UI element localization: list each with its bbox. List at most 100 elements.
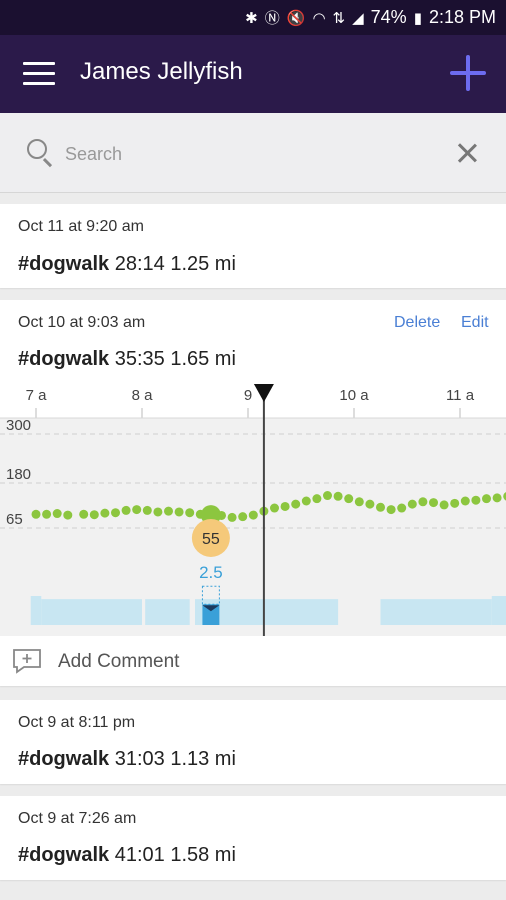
hr-badge (191, 519, 230, 557)
y-tick-label: 300 (6, 417, 31, 434)
entry-distance: 1.25 mi (170, 253, 236, 275)
activity-bar (380, 599, 492, 625)
data-point (227, 512, 237, 522)
activity-bar (491, 596, 506, 625)
entry-distance: 1.58 mi (170, 844, 236, 866)
search-input[interactable] (65, 141, 425, 167)
data-point (79, 509, 89, 519)
nfc-icon: Ⓝ (264, 10, 280, 27)
entry-summary: #dogwalk 41:01 1.58 mi (18, 844, 236, 867)
entry-date: Oct 9 at 8:11 pm (18, 714, 136, 731)
lte-icon: ⇅ (332, 9, 346, 27)
data-point (291, 499, 301, 509)
entry-date: Oct 11 at 9:20 am (18, 218, 144, 235)
y-tick-label: 180 (6, 466, 31, 483)
add-entry-icon[interactable] (450, 55, 486, 91)
x-tick-label: 11 a (446, 387, 475, 404)
data-point (280, 501, 290, 511)
battery-icon: ▮ (413, 9, 422, 27)
entry-date: Oct 10 at 9:03 am (18, 314, 146, 331)
data-point (185, 508, 195, 518)
data-point (42, 509, 52, 519)
data-point (418, 497, 428, 507)
entry-duration: 35:35 (114, 348, 165, 370)
data-point (323, 491, 332, 501)
data-point (460, 496, 470, 506)
highlight-marker-icon (202, 605, 220, 612)
data-point (111, 508, 120, 518)
highlight-bar-outline (201, 585, 220, 605)
add-comment-icon[interactable] (12, 648, 42, 674)
data-point (164, 506, 173, 516)
data-point (312, 494, 322, 504)
cursor-handle-icon (253, 384, 274, 402)
entry-duration: 41:01 (114, 844, 165, 866)
highlight-bar (202, 604, 220, 625)
hamburger-menu-icon[interactable] (23, 62, 55, 86)
wifi-icon: ◠ (312, 9, 326, 27)
data-point (248, 510, 258, 520)
data-point (301, 496, 311, 506)
x-tick-label: 9 (244, 387, 252, 404)
edit-button[interactable]: Edit (461, 314, 489, 331)
data-point (238, 512, 248, 522)
x-tick-label: 8 a (132, 387, 154, 404)
value-label: 2.5 (199, 563, 223, 582)
data-point (439, 500, 449, 510)
entry-distance: 1.13 mi (170, 748, 236, 770)
data-point (407, 499, 417, 509)
entry-summary: #dogwalk 28:14 1.25 mi (18, 253, 236, 276)
hr-badge-label: 55 (202, 531, 220, 548)
activity-bar (145, 599, 190, 625)
data-point (450, 498, 460, 508)
data-point (397, 503, 407, 513)
page-title: James Jellyfish (80, 58, 243, 85)
data-point (153, 507, 163, 517)
bluetooth-icon: ✱ (245, 9, 258, 27)
y-tick-label: 65 (6, 511, 23, 528)
entry-tag[interactable]: #dogwalk (18, 253, 110, 275)
list-item[interactable]: Oct 11 at 9:20 am #dogwalk 28:14 1.25 mi (0, 204, 506, 288)
list-item[interactable]: Oct 9 at 8:11 pm #dogwalk 31:03 1.13 mi (0, 700, 506, 784)
entry-tag[interactable]: #dogwalk (18, 844, 110, 866)
entry-summary: #dogwalk 35:35 1.65 mi (18, 348, 236, 371)
entry-date: Oct 9 at 7:26 am (18, 810, 137, 827)
entry-duration: 31:03 (114, 748, 165, 770)
entry-summary: #dogwalk 31:03 1.13 mi (18, 748, 236, 771)
activity-bar (30, 596, 42, 625)
add-comment-button[interactable]: Add Comment (58, 651, 180, 672)
activity-bar (41, 599, 142, 625)
list-item[interactable]: Oct 9 at 7:26 am #dogwalk 41:01 1.58 mi (0, 796, 506, 880)
x-tick-label: 7 a (26, 387, 48, 404)
data-point (365, 499, 375, 509)
x-tick-label: 10 a (339, 387, 369, 404)
data-point (63, 510, 73, 520)
data-point (174, 507, 184, 517)
data-point (100, 508, 110, 518)
search-bar (0, 113, 506, 193)
data-point (31, 509, 41, 519)
data-point (429, 498, 438, 508)
data-point (132, 505, 142, 515)
entry-tag[interactable]: #dogwalk (18, 748, 110, 770)
app-bar: James Jellyfish (0, 35, 506, 113)
data-point (333, 491, 343, 501)
data-point (89, 510, 99, 520)
data-point (386, 505, 396, 515)
delete-button[interactable]: Delete (394, 314, 441, 331)
heart-rate-chart[interactable]: 7 a 8 a 9 10 a 11 a 300 180 65 55 2.5 (0, 378, 506, 638)
data-point (376, 502, 385, 512)
clear-search-icon[interactable] (456, 142, 478, 164)
clock: 2:18 PM (428, 7, 496, 27)
data-point (142, 505, 152, 515)
mute-icon: 🔇 (286, 9, 306, 27)
battery-level: 74% (370, 7, 407, 27)
search-icon (27, 139, 47, 159)
data-point (52, 509, 62, 519)
entry-duration: 28:14 (114, 253, 165, 275)
entry-distance: 1.65 mi (170, 348, 236, 370)
entry-tag[interactable]: #dogwalk (18, 348, 110, 370)
data-point (354, 497, 364, 507)
data-point (492, 493, 502, 503)
signal-icon: ◢ (352, 9, 364, 27)
